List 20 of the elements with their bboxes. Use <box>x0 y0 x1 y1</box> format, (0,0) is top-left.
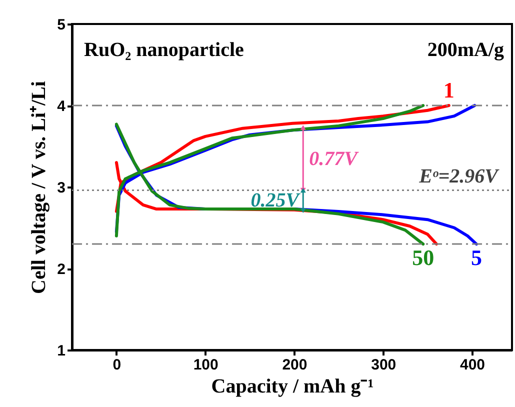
annotation: 200mA/g <box>427 39 504 61</box>
y-tick-label: 2 <box>57 261 66 278</box>
y-tick-label: 5 <box>57 16 66 34</box>
ref-line-label: Eᵒ=2.96V <box>418 165 500 188</box>
x-tick-label: 400 <box>460 356 486 374</box>
y-tick-label: 3 <box>57 180 66 196</box>
x-axis-title: Capacity / mAh g⁻¹ <box>211 376 374 398</box>
annotation: 0.77V <box>309 148 360 170</box>
y-axis-title: Cell voltage / V vs. Li⁺/Li <box>28 80 50 294</box>
annotation: 0.25V <box>250 189 301 212</box>
x-tick-label: 100 <box>193 356 218 374</box>
series-label: 1 <box>443 78 454 102</box>
y-tick-label: 1 <box>57 342 66 360</box>
y-tick-label: 4 <box>57 98 66 115</box>
annotation: RuO₂ nanoparticle <box>84 39 244 61</box>
series-label: 50 <box>412 245 434 270</box>
x-tick-label: 300 <box>371 356 396 374</box>
series-label: 5 <box>470 245 482 270</box>
x-tick-label: 200 <box>282 356 308 374</box>
x-tick-label: 0 <box>112 356 122 374</box>
